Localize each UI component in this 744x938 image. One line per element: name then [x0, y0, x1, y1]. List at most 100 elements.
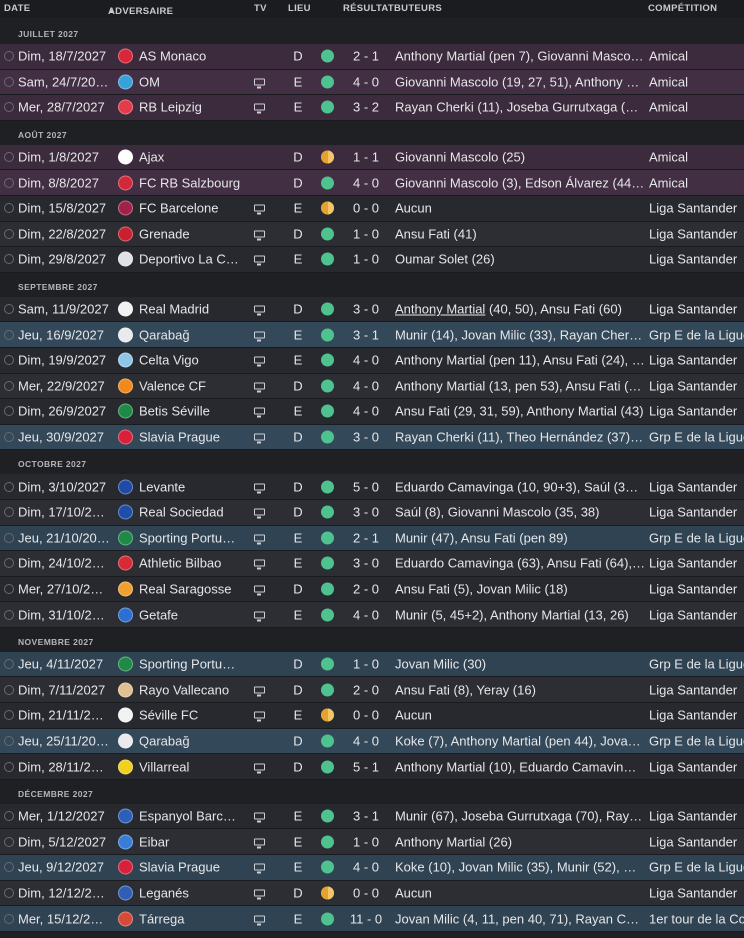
match-competition[interactable]: Liga Santander — [649, 808, 738, 824]
table-row[interactable]: Dim, 17/10/20… Real Sociedad D 3 - 0 Saúl (8… — [0, 499, 744, 526]
match-competition[interactable]: Grp E de la Ligue — [649, 429, 744, 445]
match-competition[interactable]: Amical — [649, 74, 689, 90]
table-row[interactable]: Dim, 29/8/2027 Deportivo La C… E 1 - 0 Oumar… — [0, 247, 744, 273]
opponent-link[interactable]: Celta Vigo — [139, 352, 199, 368]
opponent-link[interactable]: OM — [139, 74, 160, 90]
match-score[interactable]: 0 - 0 — [352, 885, 379, 901]
opponent-link[interactable]: Real Saragosse — [139, 581, 232, 597]
table-row[interactable]: Jeu, 4/11/2027 Sporting Portu… D 1 - 0 Jovan… — [0, 651, 744, 678]
table-row[interactable]: Dim, 8/8/2027 FC RB Salzbourg D 4 - 0 Giovan… — [0, 170, 744, 196]
opponent-link[interactable]: Eibar — [139, 834, 170, 850]
match-competition[interactable]: Liga Santander — [649, 301, 738, 317]
table-row[interactable]: Sam, 11/9/2027 Real Madrid D 3 - 0 Anthony M… — [0, 296, 744, 323]
opponent-link[interactable]: Real Madrid — [139, 301, 210, 317]
match-competition[interactable]: Grp E de la Ligue — [649, 859, 744, 875]
match-score[interactable]: 2 - 1 — [352, 530, 379, 546]
match-competition[interactable]: Amical — [649, 175, 689, 191]
match-competition[interactable]: Amical — [649, 48, 689, 64]
table-row[interactable]: Dim, 24/10/2… Athletic Bilbao E 3 - 0 Eduard… — [0, 551, 744, 577]
match-score[interactable]: 3 - 1 — [352, 327, 379, 343]
match-score[interactable]: 4 - 0 — [352, 74, 379, 90]
opponent-link[interactable]: Ajax — [139, 149, 165, 165]
match-competition[interactable]: Liga Santander — [649, 759, 738, 775]
match-competition[interactable]: Liga Santander — [649, 226, 738, 242]
match-competition[interactable]: Liga Santander — [649, 352, 738, 368]
opponent-link[interactable]: AS Monaco — [139, 48, 207, 64]
opponent-link[interactable]: Qarabağ — [139, 327, 190, 343]
match-competition[interactable]: Grp E de la Ligue — [649, 530, 744, 546]
match-competition[interactable]: Grp E de la Ligue — [649, 327, 744, 343]
opponent-link[interactable]: Séville FC — [139, 707, 199, 723]
match-score[interactable]: 0 - 0 — [352, 707, 379, 723]
opponent-link[interactable]: Deportivo La C… — [139, 251, 239, 267]
table-row[interactable]: Dim, 7/11/2027 Rayo Vallecano D 2 - 0 Ansu F… — [0, 677, 744, 704]
table-row[interactable]: Mer, 15/12/20… Tárrega E 11 - 0 Jovan Milic … — [0, 906, 744, 932]
match-competition[interactable]: Liga Santander — [649, 581, 738, 597]
match-competition[interactable]: Liga Santander — [649, 555, 738, 571]
match-score[interactable]: 4 - 0 — [352, 859, 379, 875]
match-score[interactable]: 4 - 0 — [352, 352, 379, 368]
table-row[interactable]: Dim, 3/10/2027 Levante D 5 - 0 Eduardo Camav… — [0, 474, 744, 500]
opponent-link[interactable]: Espanyol Barce… — [139, 808, 242, 824]
match-score[interactable]: 1 - 0 — [352, 251, 379, 267]
match-score[interactable]: 4 - 0 — [352, 175, 379, 191]
opponent-link[interactable]: Tárrega — [139, 911, 185, 927]
opponent-link[interactable]: FC Barcelone — [139, 200, 219, 216]
match-competition[interactable]: Liga Santander — [649, 834, 738, 850]
table-row[interactable]: Jeu, 25/11/2027 Qarabağ D 4 - 0 Koke (7), An… — [0, 728, 744, 755]
opponent-link[interactable]: Athletic Bilbao — [139, 555, 222, 571]
column-result[interactable]: RÉSULTAT — [343, 3, 394, 14]
match-competition[interactable]: Liga Santander — [649, 682, 738, 698]
table-row[interactable]: Mer, 27/10/20… Real Saragosse D 2 - 0 Ansu F… — [0, 576, 744, 603]
table-row[interactable]: Jeu, 30/9/2027 Slavia Prague D 3 - 0 Rayan C… — [0, 424, 744, 451]
table-row[interactable]: Dim, 22/8/2027 Grenade D 1 - 0 Ansu Fati (41… — [0, 221, 744, 248]
match-score[interactable]: 4 - 0 — [352, 378, 379, 394]
match-score[interactable]: 1 - 0 — [352, 656, 379, 672]
opponent-link[interactable]: FC RB Salzbourg — [139, 175, 241, 191]
column-venue[interactable]: LIEU — [288, 3, 311, 14]
opponent-link[interactable]: Qarabağ — [139, 733, 190, 749]
match-competition[interactable]: Grp E de la Ligue — [649, 656, 744, 672]
match-score[interactable]: 3 - 1 — [352, 808, 379, 824]
match-competition[interactable]: Grp E de la Ligue — [649, 733, 744, 749]
table-row[interactable]: Dim, 31/10/20… Getafe E 4 - 0 Munir (5, 45+2… — [0, 602, 744, 628]
opponent-link[interactable]: RB Leipzig — [139, 99, 202, 115]
column-scorers[interactable]: BUTEURS — [394, 3, 443, 14]
table-row[interactable]: Dim, 21/11/20… Séville FC E 0 - 0 Aucun Liga … — [0, 703, 744, 729]
match-score[interactable]: 3 - 2 — [352, 99, 379, 115]
match-score[interactable]: 4 - 0 — [352, 607, 379, 623]
match-score[interactable]: 5 - 1 — [352, 759, 379, 775]
match-competition[interactable]: 1er tour de la Co — [649, 911, 744, 927]
opponent-link[interactable]: Real Sociedad — [139, 504, 224, 520]
opponent-link[interactable]: Levante — [139, 479, 186, 495]
match-score[interactable]: 2 - 0 — [352, 682, 379, 698]
opponent-link[interactable]: Getafe — [139, 607, 179, 623]
column-date[interactable]: DATE — [4, 3, 31, 14]
opponent-link[interactable]: Sporting Portu… — [139, 530, 236, 546]
opponent-link[interactable]: Valence CF — [139, 378, 206, 394]
table-row[interactable]: Dim, 19/9/2027 Celta Vigo E 4 - 0 Anthony Ma… — [0, 347, 744, 374]
match-score[interactable]: 2 - 1 — [352, 48, 379, 64]
opponent-link[interactable]: Grenade — [139, 226, 190, 242]
match-score[interactable]: 0 - 0 — [352, 200, 379, 216]
opponent-link[interactable]: Rayo Vallecano — [139, 682, 230, 698]
table-row[interactable]: Dim, 12/12/20… Leganés D 0 - 0 Aucun Liga San… — [0, 880, 744, 907]
opponent-link[interactable]: Sporting Portu… — [139, 656, 236, 672]
opponent-link[interactable]: Betis Séville — [139, 403, 210, 419]
table-row[interactable]: Dim, 1/8/2027 Ajax D 1 - 1 Giovanni Mascolo … — [0, 144, 744, 171]
match-score[interactable]: 4 - 0 — [352, 403, 379, 419]
table-row[interactable]: Jeu, 21/10/20… Sporting Portu… E 2 - 1 Munir… — [0, 525, 744, 552]
table-row[interactable]: Jeu, 9/12/2027 Slavia Prague E 4 - 0 Koke (1… — [0, 855, 744, 881]
match-competition[interactable]: Liga Santander — [649, 403, 738, 419]
table-row[interactable]: Sam, 24/7/20… OM E 4 - 0 Giovanni Mascolo (1… — [0, 69, 744, 96]
match-score[interactable]: 3 - 0 — [352, 555, 379, 571]
match-competition[interactable]: Liga Santander — [649, 200, 738, 216]
match-competition[interactable]: Liga Santander — [649, 378, 738, 394]
table-row[interactable]: Dim, 28/11/20… Villarreal D 5 - 1 Anthony Ma… — [0, 754, 744, 780]
match-competition[interactable]: Liga Santander — [649, 707, 738, 723]
match-competition[interactable]: Liga Santander — [649, 504, 738, 520]
match-score[interactable]: 4 - 0 — [352, 733, 379, 749]
opponent-link[interactable]: Slavia Prague — [139, 429, 220, 445]
opponent-link[interactable]: Villarreal — [139, 759, 190, 775]
match-competition[interactable]: Amical — [649, 149, 689, 165]
